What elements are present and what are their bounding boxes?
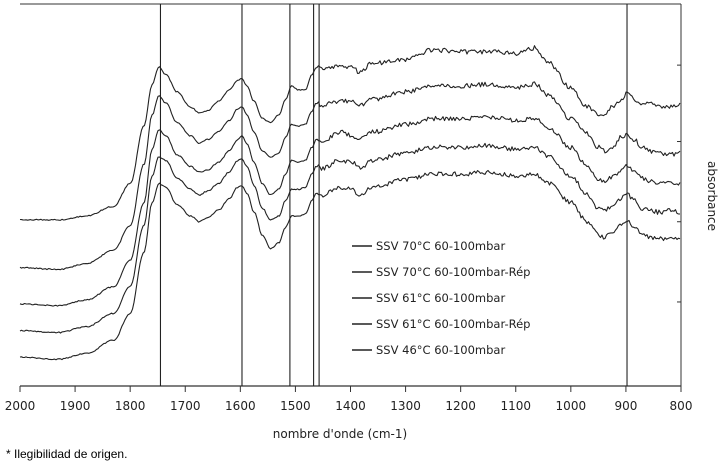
legend-label-2: SSV 70°C 60-100mbar-Rép [376,265,530,279]
y-axis-title: absorbance [705,161,719,231]
x-tick-label-1000: 1000 [556,399,587,413]
x-tick-label-1100: 1100 [500,399,531,413]
legend-label-3: SSV 61°C 60-100mbar [376,291,505,305]
legend-label-4: SSV 61°C 60-100mbar-Rép [376,317,530,331]
x-tick-label-1300: 1300 [390,399,421,413]
footnote: * Ilegibilidad de origen. [6,447,128,461]
series-line-2 [19,81,681,271]
x-tick-label-1900: 1900 [60,399,91,413]
x-tick-label-1200: 1200 [445,399,476,413]
x-tick-label-2000: 2000 [5,399,36,413]
legend-label-5: SSV 46°C 60-100mbar [376,343,505,357]
x-tick-label-800: 800 [670,399,693,413]
legend-label-1: SSV 70°C 60-100mbar [376,239,505,253]
series-line-3 [19,115,681,307]
series-line-5 [19,169,681,361]
x-tick-label-1600: 1600 [225,399,256,413]
series-line-4 [19,142,680,334]
x-tick-label-1400: 1400 [335,399,366,413]
x-tick-label-1700: 1700 [170,399,201,413]
x-tick-label-900: 900 [614,399,637,413]
x-axis-title: nombre d'onde (cm-1) [273,427,407,441]
x-tick-label-1500: 1500 [280,399,311,413]
x-tick-label-1800: 1800 [115,399,146,413]
series-line-1 [19,45,681,221]
